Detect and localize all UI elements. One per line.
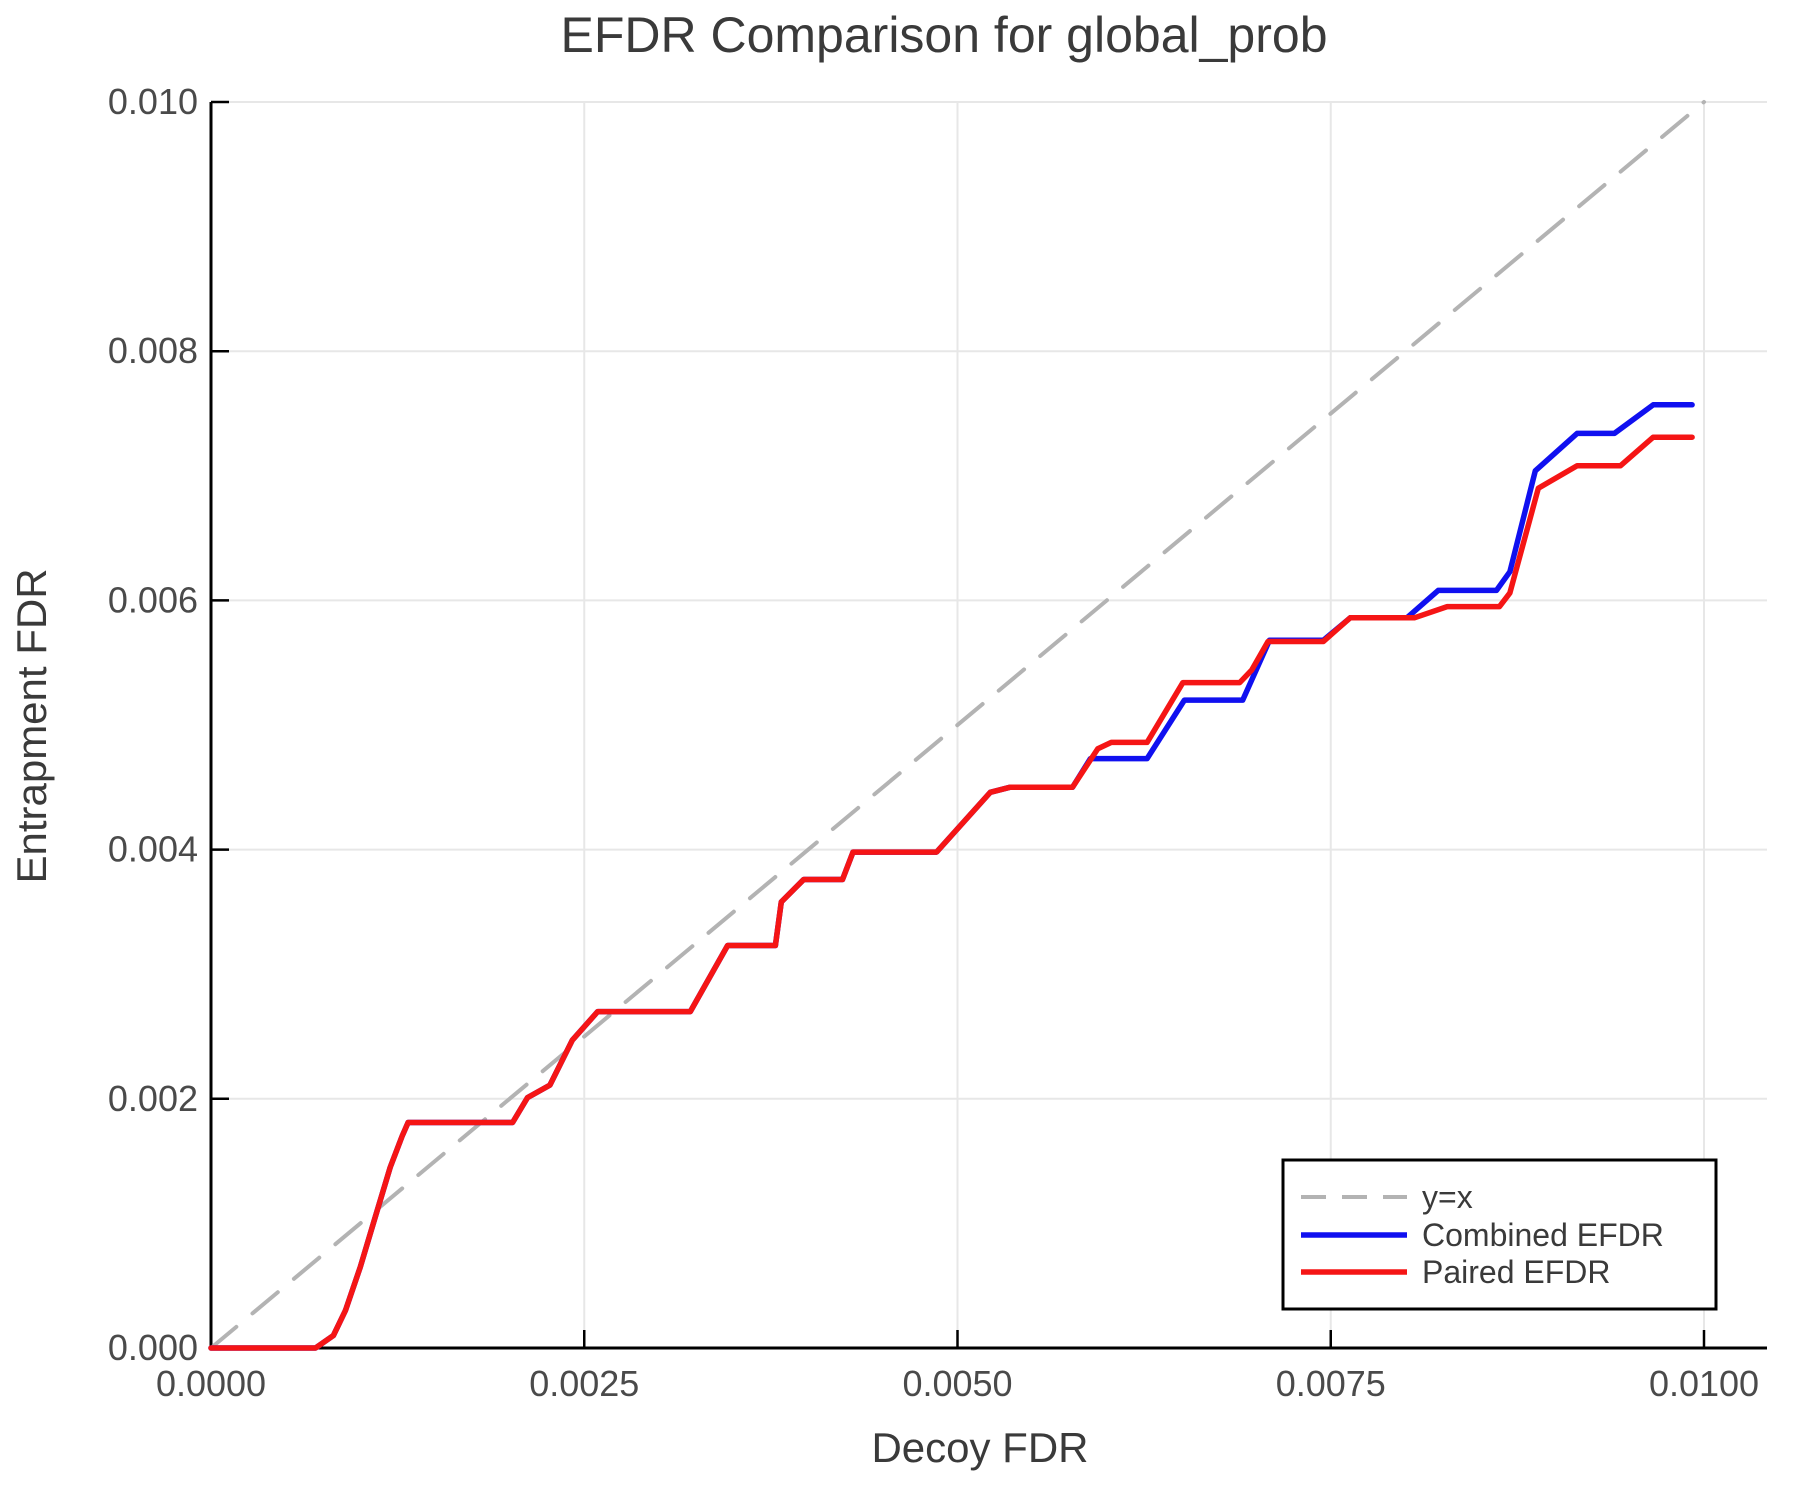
x-tick-label: 0.0100: [1649, 1363, 1759, 1404]
paired-line: [208, 434, 1695, 1351]
x-tick-label: 0.0025: [529, 1363, 639, 1404]
x-tick-label: 0.0050: [902, 1363, 1012, 1404]
legend-label-identity: y=x: [1422, 1179, 1473, 1215]
chart-title: EFDR Comparison for global_prob: [560, 7, 1327, 63]
y-tick-label: 0.006: [108, 579, 198, 620]
y-tick-label: 0.008: [108, 330, 198, 371]
series-paired: [208, 434, 1695, 1351]
y-tick-label: 0.002: [108, 1078, 198, 1119]
y-axis-label: Entrapment FDR: [8, 568, 55, 883]
y-tick-label: 0.000: [108, 1327, 198, 1368]
tick-label-layer: 0.0000 0.0025 0.0050 0.0075 0.0100 0.000 0.002…: [108, 81, 1759, 1404]
series-identity: [209, 100, 1706, 1350]
x-axis-label: Decoy FDR: [871, 1424, 1088, 1471]
legend-label-paired: Paired EFDR: [1422, 1254, 1611, 1290]
identity-line: [209, 100, 1706, 1350]
y-tick-label: 0.004: [108, 829, 198, 870]
x-tick-label: 0.0075: [1276, 1363, 1386, 1404]
spine-layer: [209, 102, 1767, 1350]
legend-label-combined: Combined EFDR: [1422, 1217, 1664, 1253]
legend: y=x Combined EFDR Paired EFDR: [1281, 1158, 1718, 1311]
y-tick-label: 0.010: [108, 81, 198, 122]
x-tick-label: 0.0000: [156, 1363, 266, 1404]
